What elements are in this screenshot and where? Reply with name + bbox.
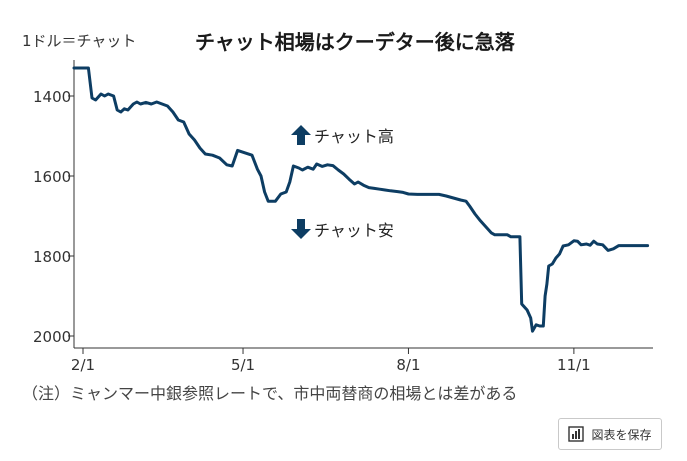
y-tick-label: 2000: [33, 328, 71, 346]
y-tick-label: 1600: [33, 168, 71, 186]
save-chart-label: 図表を保存: [591, 427, 652, 442]
axes: [73, 60, 653, 349]
y-tick-label: 1400: [33, 88, 71, 106]
x-axis-ticks: 2/1 5/1 8/1 11/1: [71, 348, 591, 374]
x-tick-label: 5/1: [231, 356, 255, 374]
kyat-weak-annotation: チャット安: [291, 219, 394, 240]
save-chart-button[interactable]: 図表を保存: [558, 418, 662, 450]
up-arrow-icon: [291, 125, 311, 145]
y-tick-label: 1800: [33, 248, 71, 266]
bar-chart-icon: [568, 426, 585, 442]
kyat-strong-label: チャット高: [314, 127, 394, 146]
footnote: （注）ミャンマー中銀参照レートで、市中両替商の相場とは差がある: [22, 384, 518, 403]
x-tick-label: 2/1: [71, 356, 95, 374]
x-tick-label: 8/1: [396, 356, 420, 374]
chart-title: チャット相場はクーデター後に急落: [195, 30, 515, 54]
kyat-strong-annotation: チャット高: [291, 125, 394, 146]
down-arrow-icon: [291, 219, 311, 239]
y-axis-ticks: 1400 1600 1800 2000: [33, 88, 74, 346]
x-tick-label: 11/1: [557, 356, 591, 374]
exchange-rate-line: [72, 66, 650, 333]
kyat-weak-label: チャット安: [314, 221, 394, 240]
y-axis-unit-label: 1ドル＝チャット: [22, 32, 137, 50]
